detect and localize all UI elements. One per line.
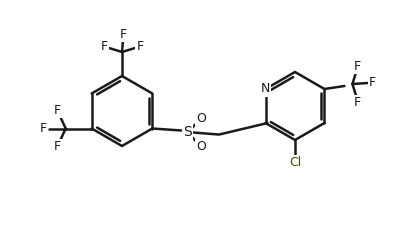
Text: Cl: Cl (289, 156, 301, 169)
Text: F: F (119, 28, 126, 41)
Text: F: F (369, 76, 376, 88)
Text: F: F (54, 104, 61, 117)
Text: F: F (354, 59, 361, 72)
Text: N: N (261, 83, 270, 96)
Text: F: F (40, 122, 47, 135)
Text: O: O (196, 140, 206, 153)
Text: F: F (354, 96, 361, 109)
Text: S: S (183, 126, 192, 139)
Text: F: F (136, 41, 143, 54)
Text: F: F (54, 140, 61, 153)
Text: F: F (100, 41, 107, 54)
Text: O: O (196, 112, 206, 125)
